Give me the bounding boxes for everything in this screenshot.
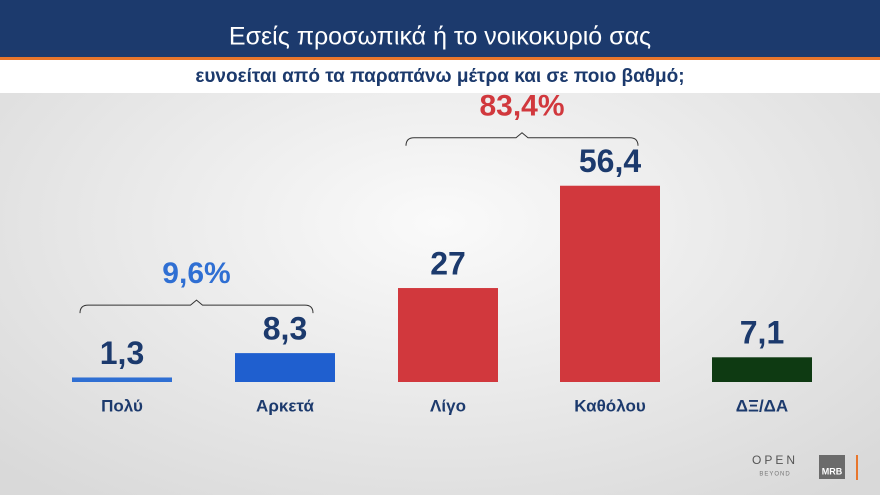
bar [398, 288, 498, 382]
logo-divider [856, 455, 858, 480]
logo-open: OPEN [752, 453, 798, 467]
bar [235, 353, 335, 382]
logo-mrb-box [819, 455, 845, 479]
value-label: 1,3 [100, 335, 144, 371]
chart-title: Εσείς προσωπικά ή το νοικοκυριό σας [229, 23, 651, 51]
bracket [405, 132, 639, 146]
category-label: Καθόλου [574, 396, 646, 415]
value-label: 8,3 [263, 311, 307, 347]
group-total: 9,6% [162, 257, 230, 290]
bracket [79, 299, 314, 314]
value-label: 27 [430, 245, 466, 281]
group-total: 83,4% [479, 90, 564, 123]
category-label: Λίγο [430, 396, 466, 415]
bar [712, 357, 812, 382]
header-band [0, 0, 880, 57]
bar [560, 185, 660, 382]
chart-subtitle: ευνοείται από τα παραπάνω μέτρα και σε π… [195, 66, 684, 87]
logo-mrb: MRB [822, 466, 843, 476]
category-label: Αρκετά [256, 396, 314, 415]
value-label: 56,4 [579, 143, 641, 179]
logo-beyond: BEYOND [759, 472, 790, 478]
subtitle-band [0, 60, 880, 93]
bar [72, 377, 172, 382]
category-label: Πολύ [101, 396, 143, 415]
header-accent [0, 57, 880, 60]
category-label: ΔΞ/ΔΑ [736, 396, 788, 415]
value-label: 7,1 [740, 315, 784, 351]
